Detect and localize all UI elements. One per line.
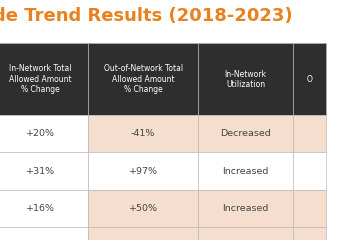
Bar bbox=[293, 190, 326, 227]
Text: +50%: +50% bbox=[129, 204, 158, 213]
Text: Out-of-Network Total
Allowed Amount
% Change: Out-of-Network Total Allowed Amount % Ch… bbox=[104, 64, 183, 94]
Text: Increased: Increased bbox=[222, 204, 269, 213]
Text: Increased: Increased bbox=[222, 167, 269, 175]
Bar bbox=[88, 43, 198, 115]
Bar bbox=[88, 115, 198, 152]
Text: +16%: +16% bbox=[26, 204, 55, 213]
Bar bbox=[293, 227, 326, 240]
Text: O: O bbox=[307, 75, 312, 84]
Bar bbox=[88, 190, 198, 227]
Text: Decreased: Decreased bbox=[220, 129, 271, 138]
Bar bbox=[0, 190, 88, 227]
Text: -41%: -41% bbox=[131, 129, 155, 138]
Text: +97%: +97% bbox=[129, 167, 158, 175]
Bar bbox=[0, 43, 88, 115]
Bar bbox=[198, 43, 293, 115]
Bar bbox=[293, 115, 326, 152]
Text: In-Network
Utilization: In-Network Utilization bbox=[225, 70, 267, 89]
Text: +20%: +20% bbox=[26, 129, 55, 138]
Bar bbox=[0, 152, 88, 190]
Bar bbox=[198, 152, 293, 190]
Bar bbox=[293, 43, 326, 115]
Bar bbox=[0, 227, 88, 240]
Bar bbox=[198, 190, 293, 227]
Bar bbox=[198, 115, 293, 152]
Bar bbox=[0, 115, 88, 152]
Bar bbox=[88, 227, 198, 240]
Bar bbox=[293, 152, 326, 190]
Bar bbox=[88, 152, 198, 190]
Text: de Trend Results (2018-2023): de Trend Results (2018-2023) bbox=[0, 7, 292, 25]
Bar bbox=[198, 227, 293, 240]
Text: In-Network Total
Allowed Amount
% Change: In-Network Total Allowed Amount % Change bbox=[9, 64, 72, 94]
Text: +31%: +31% bbox=[26, 167, 55, 175]
